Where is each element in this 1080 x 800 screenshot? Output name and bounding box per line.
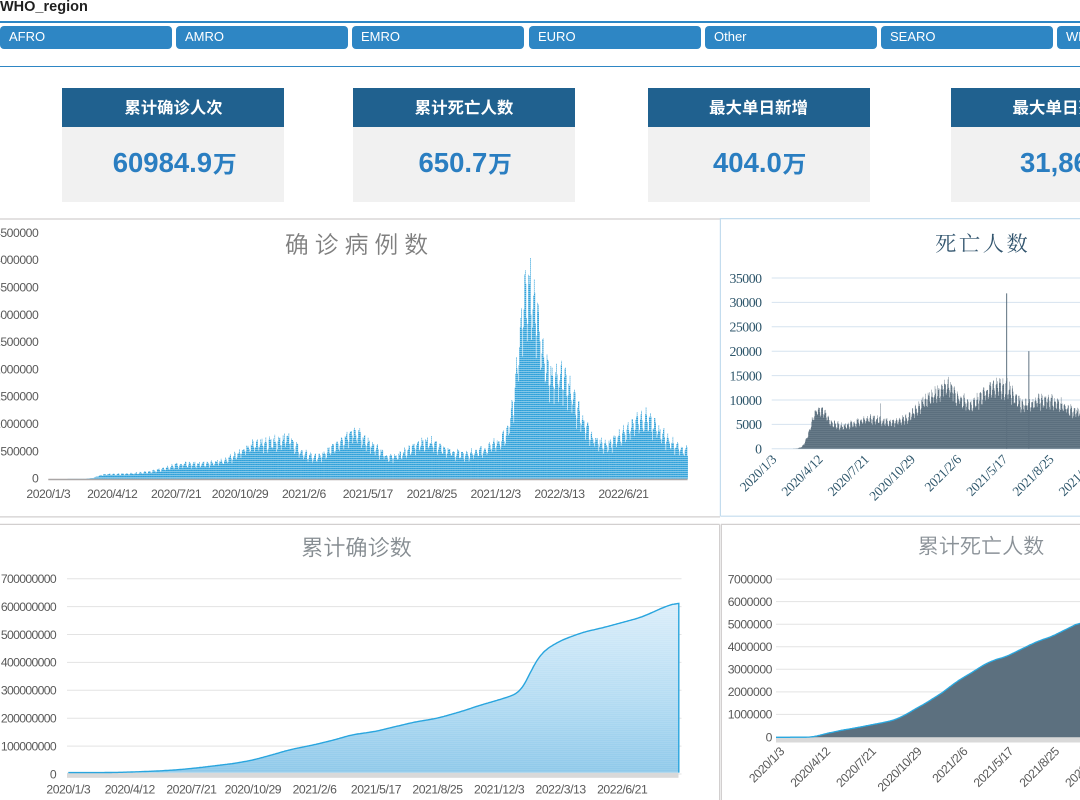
- svg-text:5000: 5000: [736, 417, 762, 432]
- svg-text:500000000: 500000000: [1, 628, 57, 642]
- svg-text:2020/4/12: 2020/4/12: [778, 452, 825, 499]
- svg-text:10000: 10000: [730, 393, 763, 408]
- svg-text:2020/7/21: 2020/7/21: [151, 487, 202, 501]
- svg-text:404.0: 404.0: [713, 147, 782, 178]
- svg-text:2021/12/3: 2021/12/3: [471, 487, 522, 501]
- svg-text:2500000: 2500000: [0, 335, 39, 349]
- svg-text:2022/3/13: 2022/3/13: [534, 487, 585, 501]
- svg-text:2022/6/21: 2022/6/21: [597, 783, 648, 797]
- svg-text:650.7: 650.7: [419, 147, 488, 178]
- svg-text:2021/5/17: 2021/5/17: [351, 783, 402, 797]
- svg-text:2021/8/25: 2021/8/25: [407, 487, 458, 501]
- svg-text:7000000: 7000000: [728, 572, 773, 586]
- svg-text:600000000: 600000000: [1, 600, 57, 614]
- svg-text:1000000: 1000000: [728, 708, 773, 722]
- svg-text:35000: 35000: [730, 271, 763, 286]
- svg-text:1000000: 1000000: [0, 417, 39, 431]
- svg-text:0: 0: [50, 767, 57, 781]
- svg-text:2020/4/12: 2020/4/12: [87, 487, 138, 501]
- svg-text:2021/2/6: 2021/2/6: [922, 451, 965, 494]
- svg-text:5000000: 5000000: [728, 618, 773, 632]
- svg-text:2020/1/3: 2020/1/3: [737, 451, 780, 494]
- svg-text:2020/10/29: 2020/10/29: [225, 783, 282, 797]
- svg-text:3000000: 3000000: [728, 663, 773, 677]
- svg-text:2022/6/21: 2022/6/21: [598, 487, 649, 501]
- svg-text:300000000: 300000000: [1, 684, 57, 698]
- svg-text:2022/3/13: 2022/3/13: [536, 783, 587, 797]
- svg-text:200000000: 200000000: [1, 712, 57, 726]
- svg-text:2021/8/25: 2021/8/25: [1017, 744, 1063, 790]
- svg-text:0: 0: [755, 442, 762, 457]
- svg-text:2021/2/6: 2021/2/6: [293, 783, 338, 797]
- svg-text:30000: 30000: [730, 295, 763, 310]
- svg-text:6000000: 6000000: [728, 595, 773, 609]
- svg-text:400000000: 400000000: [1, 656, 57, 670]
- svg-text:25000: 25000: [730, 320, 763, 335]
- svg-text:500000: 500000: [0, 444, 39, 458]
- svg-text:2020/1/3: 2020/1/3: [26, 487, 71, 501]
- svg-text:2020/4/12: 2020/4/12: [105, 783, 156, 797]
- svg-text:2021/5/17: 2021/5/17: [963, 451, 1011, 499]
- svg-text:3000000: 3000000: [0, 308, 39, 322]
- svg-text:2021/12/3: 2021/12/3: [1056, 451, 1080, 499]
- svg-text:100000000: 100000000: [1, 739, 57, 753]
- svg-text:2020/1/3: 2020/1/3: [746, 744, 787, 785]
- svg-text:2021/2/6: 2021/2/6: [282, 487, 327, 501]
- svg-text:20000: 20000: [730, 344, 763, 359]
- svg-text:4000000: 4000000: [728, 640, 773, 654]
- svg-text:3500000: 3500000: [0, 281, 39, 295]
- svg-text:2020/7/21: 2020/7/21: [166, 783, 217, 797]
- svg-text:2020/10/29: 2020/10/29: [212, 487, 269, 501]
- svg-text:2020/7/21: 2020/7/21: [825, 452, 872, 499]
- svg-text:2021/5/17: 2021/5/17: [971, 744, 1017, 790]
- svg-text:2020/10/29: 2020/10/29: [875, 744, 925, 794]
- svg-text:2021/8/25: 2021/8/25: [412, 783, 463, 797]
- svg-text:4000000: 4000000: [0, 253, 39, 267]
- svg-text:700000000: 700000000: [1, 572, 57, 586]
- svg-text:2021/5/17: 2021/5/17: [343, 487, 394, 501]
- svg-text:1500000: 1500000: [0, 390, 39, 404]
- svg-text:15000: 15000: [730, 368, 763, 383]
- svg-text:0: 0: [766, 730, 773, 744]
- svg-text:2020/4/12: 2020/4/12: [788, 744, 834, 790]
- svg-text:4500000: 4500000: [0, 226, 39, 240]
- svg-text:2021/12/3: 2021/12/3: [1062, 744, 1080, 790]
- svg-text:2020/7/21: 2020/7/21: [833, 744, 879, 790]
- svg-text:2021/2/6: 2021/2/6: [929, 744, 970, 785]
- svg-text:60984.9: 60984.9: [113, 147, 212, 178]
- svg-text:2020/1/3: 2020/1/3: [46, 783, 91, 797]
- svg-text:0: 0: [32, 472, 39, 486]
- svg-text:2000000: 2000000: [728, 685, 773, 699]
- svg-text:2020/10/29: 2020/10/29: [866, 451, 918, 503]
- svg-text:31,869: 31,869: [1020, 147, 1080, 178]
- svg-text:2021/8/25: 2021/8/25: [1009, 451, 1057, 499]
- svg-text:2021/12/3: 2021/12/3: [474, 783, 525, 797]
- svg-text:2000000: 2000000: [0, 362, 39, 376]
